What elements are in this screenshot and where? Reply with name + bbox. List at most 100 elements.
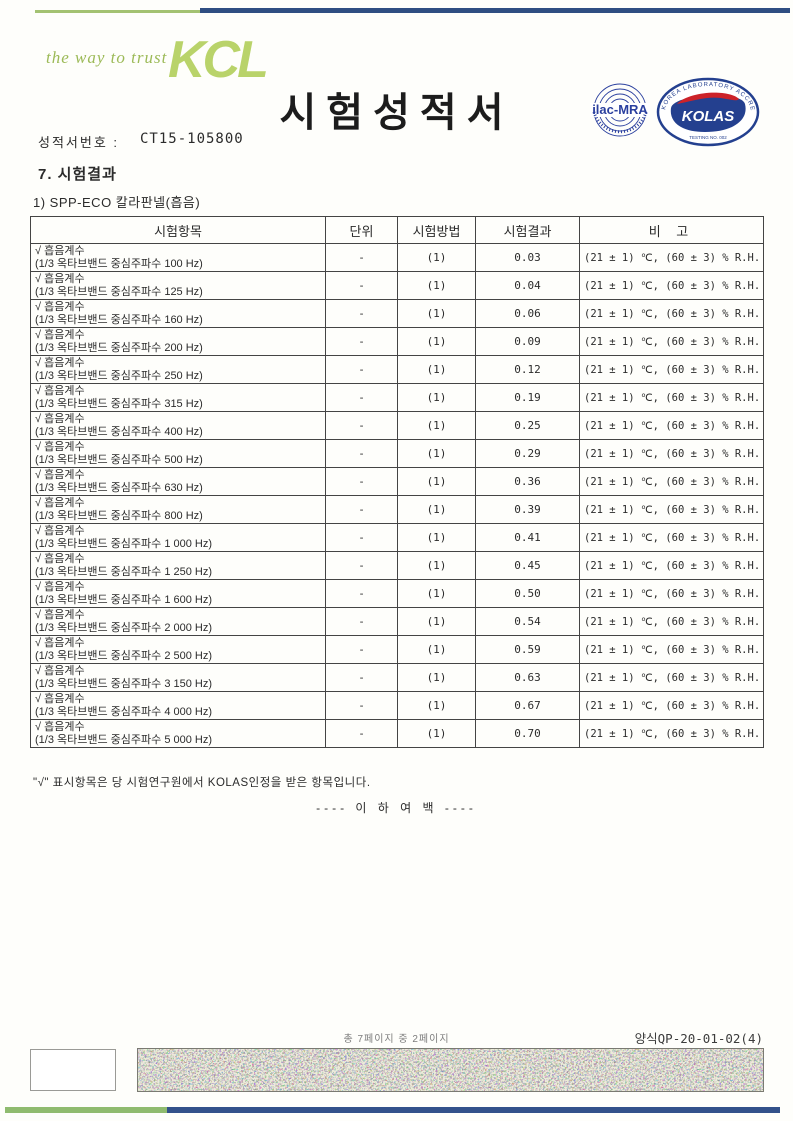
item-cell: √ 흡음계수 (1/3 옥타브밴드 중심주파수 200 Hz) [30,327,326,356]
remark-cell: (21 ± 1) ℃, (60 ± 3) % R.H. [579,551,764,580]
col-header-unit: 단위 [325,216,398,244]
result-cell: 0.09 [475,327,580,356]
method-cell: (1) [397,299,476,328]
result-cell: 0.63 [475,663,580,692]
unit-cell: - [325,719,398,748]
item-cell: √ 흡음계수 (1/3 옥타브밴드 중심주파수 800 Hz) [30,495,326,524]
unit-cell: - [325,523,398,552]
result-cell: 0.12 [475,355,580,384]
item-cell: √ 흡음계수 (1/3 옥타브밴드 중심주파수 2 000 Hz) [30,607,326,636]
item-cell: √ 흡음계수 (1/3 옥타브밴드 중심주파수 125 Hz) [30,271,326,300]
item-cell: √ 흡음계수 (1/3 옥타브밴드 중심주파수 1 000 Hz) [30,523,326,552]
item-cell: √ 흡음계수 (1/3 옥타브밴드 중심주파수 2 500 Hz) [30,635,326,664]
remark-cell: (21 ± 1) ℃, (60 ± 3) % R.H. [579,691,764,720]
method-cell: (1) [397,635,476,664]
kolas-logo-icon: KOREA LABORATORY ACCREDITATION SCHEME KO… [652,72,761,153]
table-row: √ 흡음계수 (1/3 옥타브밴드 중심주파수 400 Hz) - (1) 0.25 (2… [30,411,764,440]
ilac-mra-logo-icon: ilac-MRA [588,80,652,149]
section-title: 7. 시험결과 [38,166,117,183]
table-row: √ 흡음계수 (1/3 옥타브밴드 중심주파수 1 000 Hz) - (1) 0.41… [30,523,764,552]
stamp-box [30,1049,116,1091]
unit-cell: - [325,411,398,440]
unit-cell: - [325,383,398,412]
ilac-mra-label: ilac-MRA [592,102,648,117]
table-row: √ 흡음계수 (1/3 옥타브밴드 중심주파수 125 Hz) - (1) 0.04 (2… [30,271,764,300]
result-cell: 0.25 [475,411,580,440]
method-cell: (1) [397,551,476,580]
unit-cell: - [325,271,398,300]
item-cell: √ 흡음계수 (1/3 옥타브밴드 중심주파수 1 600 Hz) [30,579,326,608]
method-cell: (1) [397,355,476,384]
result-cell: 0.54 [475,607,580,636]
unit-cell: - [325,355,398,384]
remark-cell: (21 ± 1) ℃, (60 ± 3) % R.H. [579,243,764,272]
table-row: √ 흡음계수 (1/3 옥타브밴드 중심주파수 500 Hz) - (1) 0.29 (2… [30,439,764,468]
item-cell: √ 흡음계수 (1/3 옥타브밴드 중심주파수 4 000 Hz) [30,691,326,720]
table-row: √ 흡음계수 (1/3 옥타브밴드 중심주파수 3 150 Hz) - (1) 0.63… [30,663,764,692]
method-cell: (1) [397,523,476,552]
table-row: √ 흡음계수 (1/3 옥타브밴드 중심주파수 200 Hz) - (1) 0.09 (2… [30,327,764,356]
result-cell: 0.36 [475,467,580,496]
bottom-rule-green [5,1107,167,1113]
table-row: √ 흡음계수 (1/3 옥타브밴드 중심주파수 100 Hz) - (1) 0.03 (2… [30,243,764,272]
unit-cell: - [325,495,398,524]
remark-cell: (21 ± 1) ℃, (60 ± 3) % R.H. [579,579,764,608]
item-cell: √ 흡음계수 (1/3 옥타브밴드 중심주파수 5 000 Hz) [30,719,326,748]
report-no-value: CT15-105800 [140,131,244,147]
col-header-method: 시험방법 [397,216,476,244]
unit-cell: - [325,607,398,636]
method-cell: (1) [397,243,476,272]
table-row: √ 흡음계수 (1/3 옥타브밴드 중심주파수 2 000 Hz) - (1) 0.54… [30,607,764,636]
remark-cell: (21 ± 1) ℃, (60 ± 3) % R.H. [579,271,764,300]
unit-cell: - [325,327,398,356]
remark-cell: (21 ± 1) ℃, (60 ± 3) % R.H. [579,467,764,496]
method-cell: (1) [397,495,476,524]
result-cell: 0.41 [475,523,580,552]
method-cell: (1) [397,271,476,300]
unit-cell: - [325,243,398,272]
item-cell: √ 흡음계수 (1/3 옥타브밴드 중심주파수 100 Hz) [30,243,326,272]
table-row: √ 흡음계수 (1/3 옥타브밴드 중심주파수 800 Hz) - (1) 0.39 (2… [30,495,764,524]
item-cell: √ 흡음계수 (1/3 옥타브밴드 중심주파수 630 Hz) [30,467,326,496]
result-cell: 0.67 [475,691,580,720]
method-cell: (1) [397,467,476,496]
remark-cell: (21 ± 1) ℃, (60 ± 3) % R.H. [579,439,764,468]
unit-cell: - [325,439,398,468]
table-row: √ 흡음계수 (1/3 옥타브밴드 중심주파수 630 Hz) - (1) 0.36 (2… [30,467,764,496]
remark-cell: (21 ± 1) ℃, (60 ± 3) % R.H. [579,327,764,356]
col-header-remark: 비 고 [579,216,764,244]
method-cell: (1) [397,607,476,636]
kolas-sub-label: TESTING NO. 002 [689,135,727,140]
table-row: √ 흡음계수 (1/3 옥타브밴드 중심주파수 5 000 Hz) - (1) 0.70… [30,719,764,748]
result-cell: 0.04 [475,271,580,300]
remark-cell: (21 ± 1) ℃, (60 ± 3) % R.H. [579,383,764,412]
table-row: √ 흡음계수 (1/3 옥타브밴드 중심주파수 2 500 Hz) - (1) 0.59… [30,635,764,664]
remark-cell: (21 ± 1) ℃, (60 ± 3) % R.H. [579,719,764,748]
results-table: 시험항목 단위 시험방법 시험결과 비 고 √ 흡음계수 (1/3 옥타브밴드 중… [30,216,764,748]
unit-cell: - [325,551,398,580]
unit-cell: - [325,635,398,664]
method-cell: (1) [397,439,476,468]
result-cell: 0.50 [475,579,580,608]
method-cell: (1) [397,383,476,412]
unit-cell: - [325,691,398,720]
form-code: 양식QP-20-01-02(4) [634,1031,763,1046]
method-cell: (1) [397,719,476,748]
unit-cell: - [325,299,398,328]
result-cell: 0.03 [475,243,580,272]
table-header-row: 시험항목 단위 시험방법 시험결과 비 고 [30,216,764,244]
item-cell: √ 흡음계수 (1/3 옥타브밴드 중심주파수 500 Hz) [30,439,326,468]
method-cell: (1) [397,327,476,356]
item-cell: √ 흡음계수 (1/3 옥타브밴드 중심주파수 1 250 Hz) [30,551,326,580]
unit-cell: - [325,467,398,496]
item-cell: √ 흡음계수 (1/3 옥타브밴드 중심주파수 315 Hz) [30,383,326,412]
page-title: 시험성적서 [279,91,514,135]
table-row: √ 흡음계수 (1/3 옥타브밴드 중심주파수 315 Hz) - (1) 0.19 (2… [30,383,764,412]
remark-cell: (21 ± 1) ℃, (60 ± 3) % R.H. [579,635,764,664]
method-cell: (1) [397,691,476,720]
col-header-result: 시험결과 [475,216,580,244]
kcl-tagline: the way to trust [46,48,168,67]
table-row: √ 흡음계수 (1/3 옥타브밴드 중심주파수 1 600 Hz) - (1) 0.50… [30,579,764,608]
top-rule-green [35,10,200,13]
report-no-label: 성적서번호 : [38,135,120,150]
